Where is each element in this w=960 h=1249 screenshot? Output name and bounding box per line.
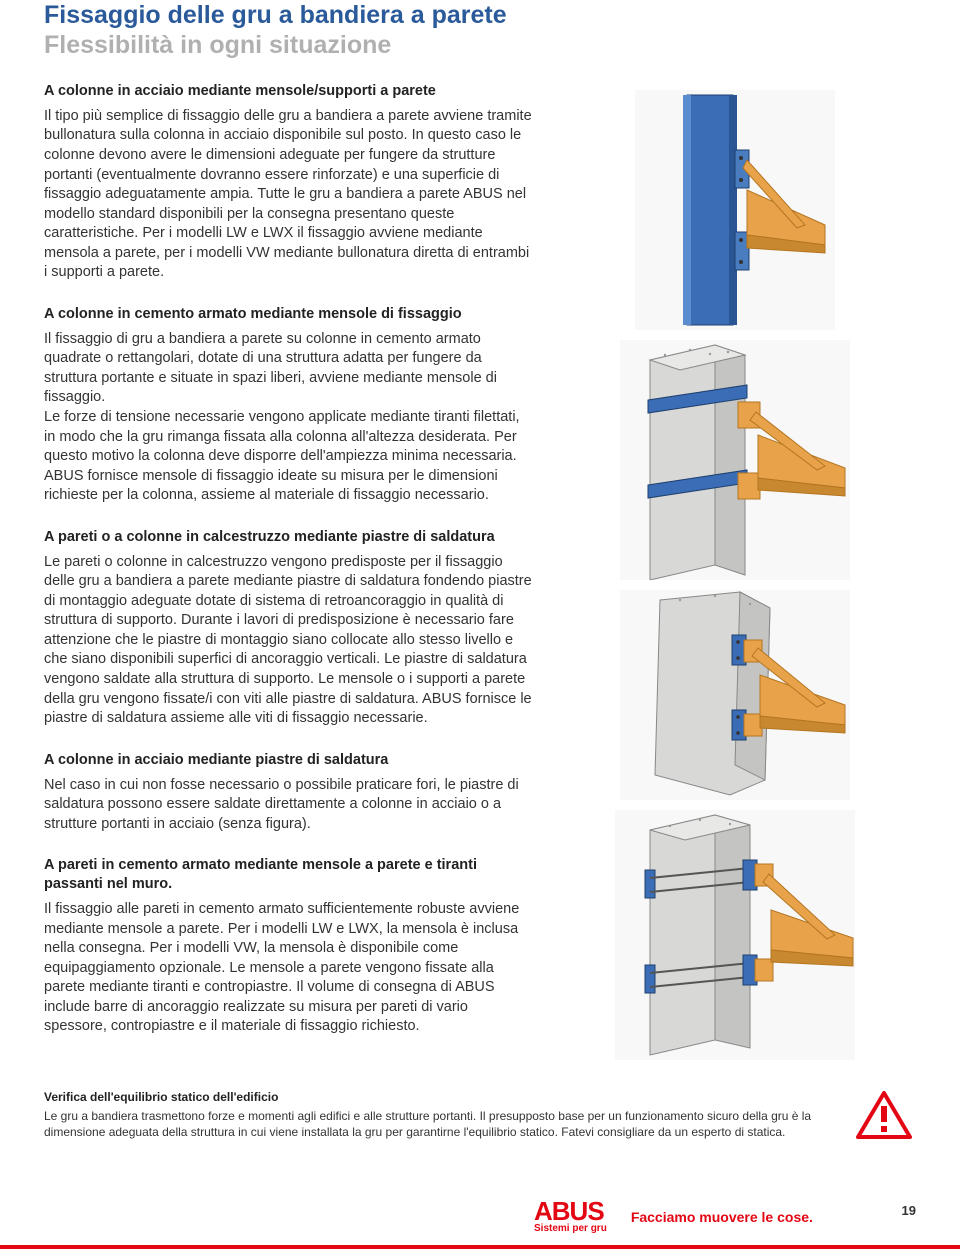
section-body: Il tipo più semplice di fissaggio delle …: [44, 107, 534, 283]
footer-stripe: [0, 1245, 960, 1249]
section-1: A colonne in acciaio mediante mensole/su…: [44, 82, 534, 283]
footer-logo: ABUS Sistemi per gru: [534, 1200, 607, 1234]
section-body: Il fissaggio alle pareti in cemento arma…: [44, 900, 534, 1037]
content-row: A colonne in acciaio mediante mensole/su…: [44, 82, 916, 1060]
section-heading: A pareti o a colonne in calcestruzzo med…: [44, 528, 534, 547]
section-heading: A colonne in acciaio mediante mensole/su…: [44, 82, 534, 101]
section-3: A pareti o a colonne in calcestruzzo med…: [44, 528, 534, 729]
weld-plate-illustration: [620, 590, 850, 800]
warning-icon: [856, 1090, 916, 1145]
static-notice: Verifica dell'equilibrio statico dell'ed…: [44, 1090, 916, 1145]
footer-logo-sub: Sistemi per gru: [534, 1223, 607, 1234]
section-body: Le pareti o colonne in calcestruzzo veng…: [44, 553, 534, 729]
section-2: A colonne in cemento armato mediante men…: [44, 305, 534, 506]
section-body: Nel caso in cui non fosse necessario o p…: [44, 776, 534, 835]
notice-body: Le gru a bandiera trasmettono forze e mo…: [44, 1108, 838, 1140]
section-body: Il fissaggio di gru a bandiera a parete …: [44, 330, 534, 506]
section-heading: A pareti in cemento armato mediante mens…: [44, 856, 534, 894]
page-footer: ABUS Sistemi per gru Facciamo muovere le…: [0, 1185, 960, 1249]
notice-heading: Verifica dell'equilibrio statico dell'ed…: [44, 1090, 838, 1104]
footer-page-number: 19: [902, 1203, 916, 1218]
section-heading: A colonne in cemento armato mediante men…: [44, 305, 534, 324]
concrete-column-illustration: [620, 340, 850, 580]
footer-slogan: Facciamo muovere le cose.: [631, 1209, 813, 1225]
illustration-column: [554, 82, 916, 1060]
text-column: A colonne in acciaio mediante mensole/su…: [44, 82, 534, 1060]
page-title-main: Fissaggio delle gru a bandiera a parete: [44, 0, 916, 30]
section-5: A pareti in cemento armato mediante mens…: [44, 856, 534, 1037]
wall-anchor-illustration: [615, 810, 855, 1060]
page-title-sub: Flessibilità in ogni situazione: [44, 30, 916, 60]
footer-logo-text: ABUS: [534, 1200, 604, 1223]
section-heading: A colonne in acciaio mediante piastre di…: [44, 751, 534, 770]
notice-text: Verifica dell'equilibrio statico dell'ed…: [44, 1090, 838, 1140]
section-4: A colonne in acciaio mediante piastre di…: [44, 751, 534, 835]
steel-column-illustration: [635, 90, 835, 330]
